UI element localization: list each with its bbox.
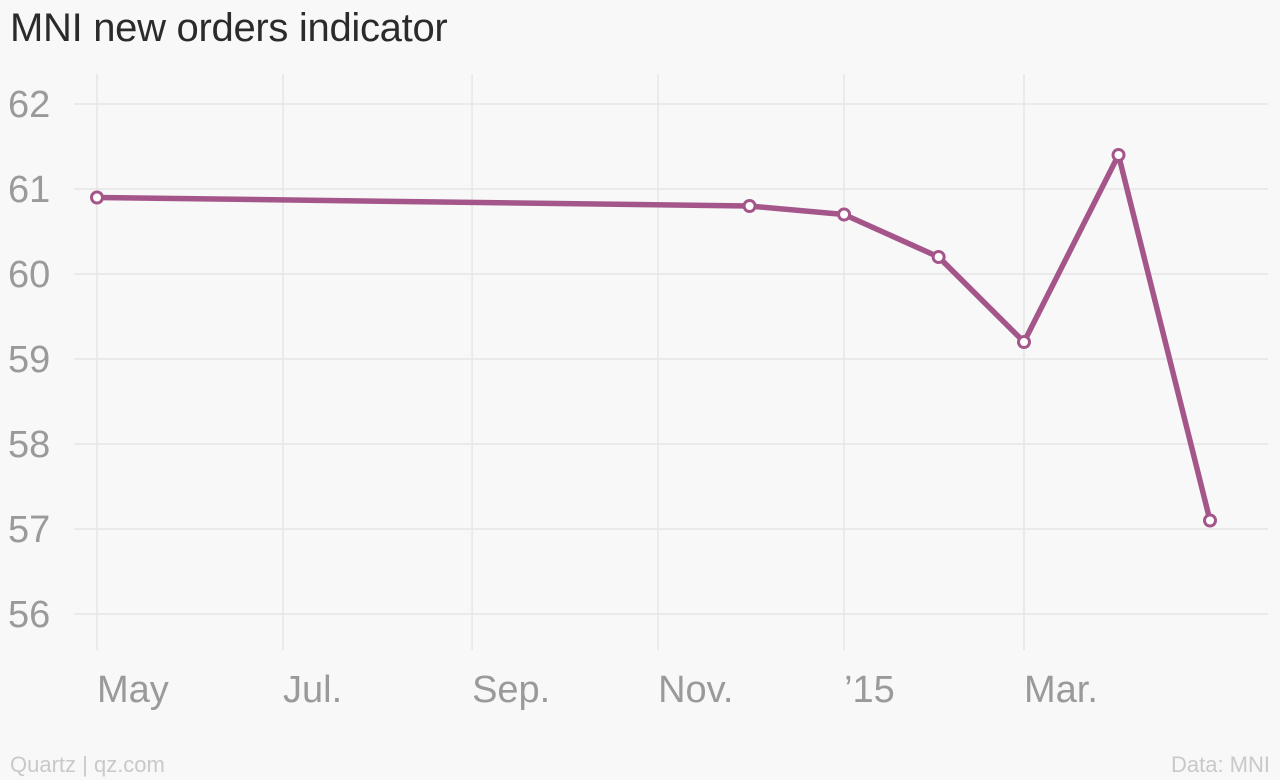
- series-line: [94, 152, 1213, 524]
- x-tick-label: ’15: [844, 669, 895, 711]
- data-point[interactable]: [1203, 513, 1217, 528]
- data-point[interactable]: [90, 190, 104, 205]
- y-tick-label: 61: [8, 169, 50, 211]
- x-tick-label: Sep.: [472, 669, 550, 711]
- y-tick-label: 60: [8, 254, 50, 296]
- footer-source: Data: MNI: [1170, 752, 1270, 777]
- data-point[interactable]: [837, 207, 852, 222]
- chart-title: MNI new orders indicator: [10, 6, 448, 50]
- y-tick-label: 59: [8, 339, 50, 381]
- x-tick-label: Jul.: [283, 669, 342, 711]
- data-point[interactable]: [1111, 148, 1126, 162]
- y-axis: 56 57 58 59 60 61 62: [8, 84, 50, 636]
- x-tick-label: Mar.: [1024, 669, 1098, 711]
- y-tick-label: 62: [8, 84, 50, 126]
- data-point[interactable]: [931, 250, 946, 264]
- series-layer: [90, 148, 1217, 528]
- x-tick-label: Nov.: [658, 669, 733, 711]
- y-tick-label: 56: [8, 594, 50, 636]
- x-tick-label: May: [97, 669, 169, 711]
- footer-credit: Quartz | qz.com: [10, 752, 165, 777]
- data-point[interactable]: [742, 199, 757, 213]
- grid-layer: [74, 74, 1268, 650]
- y-tick-label: 57: [8, 509, 50, 551]
- data-point[interactable]: [1016, 335, 1031, 349]
- x-axis: May Jul. Sep. Nov. ’15 Mar.: [97, 669, 1098, 711]
- y-tick-label: 58: [8, 424, 50, 466]
